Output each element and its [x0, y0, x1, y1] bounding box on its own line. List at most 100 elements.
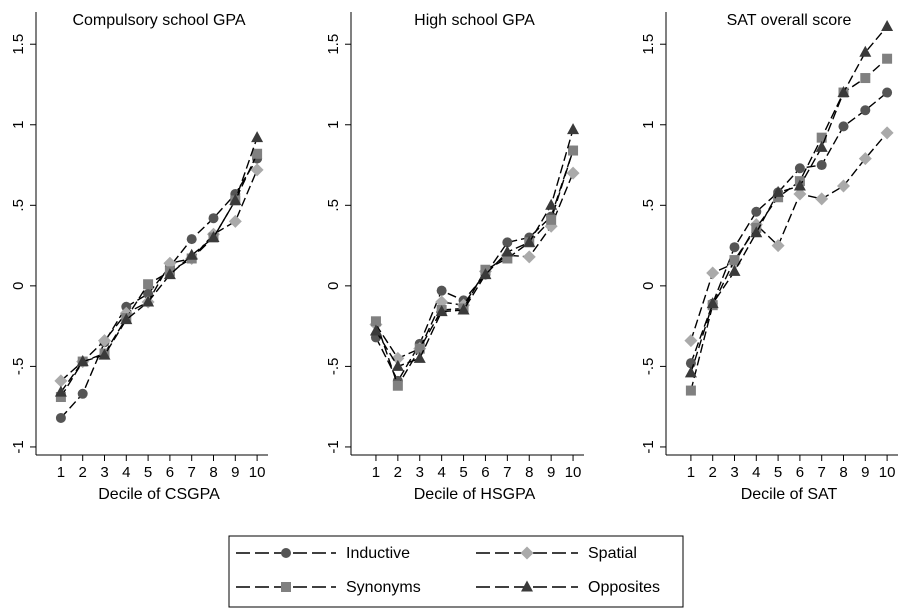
data-point-opposites	[185, 248, 198, 260]
data-point-opposites	[859, 45, 872, 57]
legend-label: Opposites	[588, 579, 660, 596]
data-point-opposites	[369, 324, 382, 336]
data-point-opposites	[142, 295, 155, 307]
legend: Inductive Spatial Synonyms Opposites	[228, 535, 684, 608]
y-tick-label: -1	[640, 440, 657, 453]
x-tick-label: 8	[839, 464, 847, 481]
x-tick-label: 2	[79, 464, 87, 481]
x-tick-label: 7	[503, 464, 511, 481]
x-tick-label: 7	[188, 464, 196, 481]
x-tick-label: 1	[57, 464, 65, 481]
data-point-opposites	[684, 366, 697, 378]
panel-title: SAT overall score	[727, 12, 852, 29]
legend-item-synonyms: Synonyms	[236, 579, 421, 596]
data-point-synonyms	[816, 132, 827, 143]
data-point-synonyms	[729, 255, 740, 266]
data-point-synonyms	[860, 73, 871, 84]
legend-label: Inductive	[346, 545, 410, 562]
series-line-inductive	[375, 150, 574, 383]
legend-item-spatial: Spatial	[476, 545, 637, 562]
legend-marker-spatial	[520, 546, 534, 560]
data-point-inductive	[436, 285, 447, 296]
y-tick-label: -.5	[10, 358, 27, 376]
data-point-spatial	[858, 152, 872, 166]
x-tick-label: 10	[249, 464, 266, 481]
data-point-opposites	[251, 131, 264, 143]
data-point-spatial	[228, 214, 242, 228]
x-tick-label: 9	[547, 464, 555, 481]
x-tick-label: 4	[437, 464, 445, 481]
data-point-synonyms	[502, 253, 513, 264]
legend-marker-opposites	[521, 580, 533, 592]
data-point-opposites	[567, 123, 580, 135]
series-line-inductive	[60, 158, 258, 419]
series-line-synonyms	[375, 150, 574, 388]
series-opposites	[369, 123, 580, 371]
data-point-synonyms	[55, 392, 66, 403]
data-point-opposites	[837, 86, 850, 98]
y-tick-label: 1	[10, 121, 27, 129]
x-tick-label: 10	[565, 464, 582, 481]
data-point-spatial	[793, 187, 807, 201]
legend-marker-synonyms	[281, 582, 291, 592]
data-point-synonyms	[414, 343, 425, 354]
x-tick-label: 9	[861, 464, 869, 481]
x-tick-label: 5	[774, 464, 782, 481]
y-tick-label: 0	[640, 282, 657, 290]
x-tick-label: 3	[730, 464, 738, 481]
data-point-inductive	[77, 388, 88, 399]
data-point-opposites	[815, 140, 828, 152]
series-line-spatial	[60, 169, 258, 382]
legend-item-inductive: Inductive	[236, 545, 410, 562]
data-point-opposites	[479, 268, 492, 280]
x-tick-label: 1	[372, 464, 380, 481]
series-opposites	[54, 131, 264, 397]
data-point-spatial	[391, 351, 405, 365]
x-tick-label: 6	[481, 464, 489, 481]
x-tick-label: 4	[122, 464, 130, 481]
y-tick-label: .5	[325, 199, 342, 212]
x-axis-label: Decile of SAT	[741, 486, 838, 503]
data-point-inductive	[882, 87, 893, 98]
x-tick-label: 10	[879, 464, 896, 481]
x-tick-label: 2	[709, 464, 717, 481]
data-point-inductive	[186, 234, 197, 245]
data-point-spatial	[250, 163, 264, 177]
x-tick-label: 6	[796, 464, 804, 481]
x-tick-label: 9	[231, 464, 239, 481]
y-tick-label: 1	[640, 121, 657, 129]
panel-high-school-gpa: High school GPA-1-.50.511.51 2 3 4 5 6 7 8 9 10De…	[325, 12, 584, 503]
legend-marker-inductive	[281, 548, 291, 558]
data-point-inductive	[208, 213, 219, 224]
chart-panels: Compulsory school GPA-1-.50.511.51 2 3 4 5 6 7…	[10, 12, 898, 503]
data-point-spatial	[837, 179, 850, 193]
data-point-opposites	[120, 313, 133, 325]
data-point-synonyms	[568, 145, 579, 156]
series-line-inductive	[690, 91, 888, 364]
data-point-inductive	[751, 206, 762, 217]
data-point-inductive	[502, 237, 513, 248]
data-point-opposites	[523, 235, 536, 247]
x-tick-label: 2	[394, 464, 402, 481]
y-tick-label: -.5	[640, 358, 657, 376]
legend-label: Synonyms	[346, 579, 421, 596]
data-point-opposites	[881, 19, 894, 31]
series-inductive	[685, 87, 893, 369]
data-point-opposites	[457, 303, 470, 315]
legend-label: Spatial	[588, 545, 637, 562]
series-inductive	[370, 145, 579, 386]
y-tick-label: 1.5	[325, 34, 342, 55]
panel-title: High school GPA	[414, 12, 535, 29]
y-tick-label: -.5	[325, 358, 342, 376]
x-tick-label: 1	[687, 464, 695, 481]
data-point-opposites	[706, 297, 719, 309]
series-line-synonyms	[60, 153, 258, 398]
data-point-synonyms	[143, 279, 154, 290]
series-line-opposites	[375, 129, 574, 368]
x-tick-label: 8	[525, 464, 533, 481]
series-synonyms	[370, 145, 579, 391]
data-point-inductive	[729, 242, 740, 253]
data-point-opposites	[793, 179, 806, 191]
series-line-synonyms	[690, 58, 888, 391]
